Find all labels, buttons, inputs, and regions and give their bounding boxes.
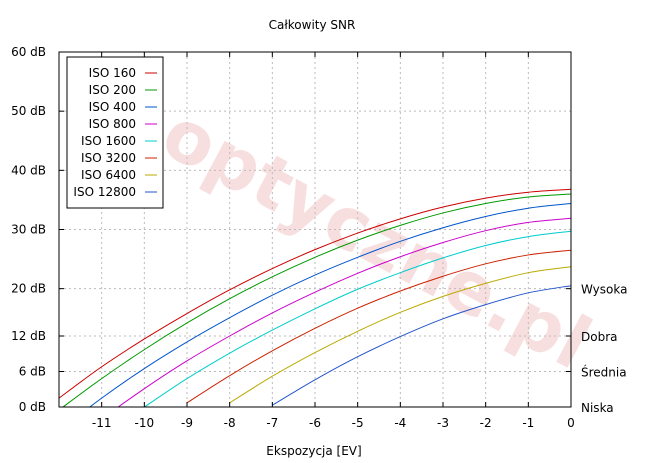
- y-tick-label: 50 dB: [11, 104, 46, 118]
- x-tick-label: -7: [266, 416, 278, 430]
- x-tick-label: -11: [92, 416, 112, 430]
- x-tick-label: 0: [567, 416, 575, 430]
- x-tick-label: -3: [437, 416, 449, 430]
- y-tick-label: 12 dB: [11, 329, 46, 343]
- series-line: [229, 266, 571, 404]
- series-line: [88, 202, 571, 407]
- grid: [59, 52, 571, 407]
- legend-label: ISO 400: [89, 100, 136, 114]
- chart-title: Całkowity SNR: [269, 18, 356, 32]
- legend-label: ISO 12800: [73, 185, 136, 199]
- y2-tick-label: Wysoka: [581, 283, 627, 297]
- legend-label: ISO 3200: [81, 151, 136, 165]
- y2-tick-label: Średnia: [581, 365, 627, 380]
- legend-box: [66, 56, 164, 209]
- y-tick-label: 40 dB: [11, 163, 46, 177]
- watermark-text: optyczne.pl: [149, 90, 604, 385]
- series-line: [144, 230, 571, 407]
- y-tick-label: 30 dB: [11, 223, 46, 237]
- y-tick-label: 0 dB: [19, 400, 46, 414]
- series-line: [62, 193, 571, 407]
- x-tick-label: -1: [522, 416, 534, 430]
- x-tick-label: -8: [224, 416, 236, 430]
- legend-label: ISO 800: [89, 117, 136, 131]
- plot-series: [59, 188, 571, 407]
- series-line: [59, 188, 571, 399]
- legend-label: ISO 200: [89, 83, 136, 97]
- x-tick-label: -5: [352, 416, 364, 430]
- x-axis-label: Ekspozycja [EV]: [266, 444, 361, 458]
- legend: ISO 160 ISO 200 ISO 400 ISO 800 ISO 1600 ISO …: [66, 56, 164, 209]
- y-tick-label: 60 dB: [11, 45, 46, 59]
- legend-label: ISO 6400: [81, 168, 136, 182]
- y2-tick-label: Dobra: [581, 330, 618, 344]
- x-tick-label: -6: [309, 416, 321, 430]
- series-line: [272, 285, 571, 406]
- legend-label: ISO 160: [89, 66, 136, 80]
- legend-label: ISO 1600: [81, 134, 136, 148]
- x-tick-label: -9: [181, 416, 193, 430]
- y2-tick-label: Niska: [581, 401, 614, 415]
- y-tick-label: 20 dB: [11, 282, 46, 296]
- y-tick-label: 6 dB: [19, 365, 46, 379]
- x-tick-label: -4: [394, 416, 406, 430]
- watermark: optyczne.pl: [149, 90, 604, 385]
- series-line: [117, 217, 571, 407]
- x-tick-label: -10: [135, 416, 155, 430]
- series-line: [186, 249, 571, 404]
- x-tick-label: -2: [480, 416, 492, 430]
